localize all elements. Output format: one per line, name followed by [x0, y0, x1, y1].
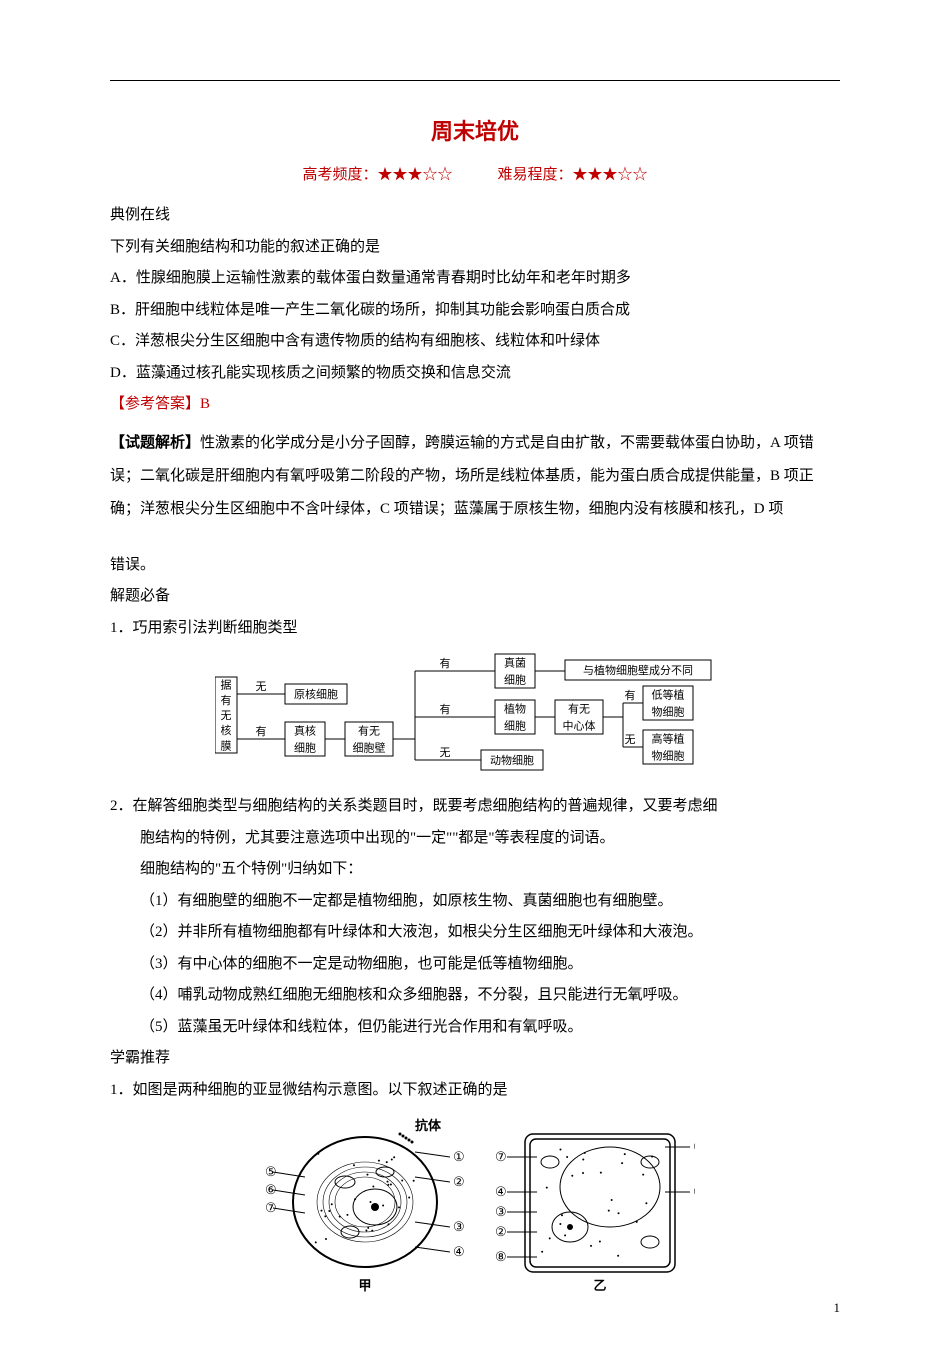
svg-text:④: ④	[495, 1184, 507, 1199]
svg-text:无: 无	[440, 747, 451, 759]
rec-header: 学霸推荐	[110, 1044, 840, 1073]
rating-spacer	[452, 167, 497, 183]
diff-stars-filled: ★★★	[573, 167, 618, 183]
svg-text:真菌: 真菌	[504, 656, 526, 670]
svg-text:细胞壁: 细胞壁	[353, 741, 386, 755]
svg-text:⑩: ⑩	[693, 1139, 695, 1154]
svg-text:无: 无	[221, 710, 232, 722]
svg-text:物细胞: 物细胞	[652, 705, 685, 719]
svg-text:动物细胞: 动物细胞	[490, 753, 534, 767]
svg-text:③: ③	[453, 1219, 465, 1234]
answer-label: 【参考答案】	[110, 396, 200, 412]
svg-text:原核细胞: 原核细胞	[294, 687, 338, 701]
answer-value: B	[200, 396, 210, 412]
option-c: C．洋葱根尖分生区细胞中含有遗传物质的结构有细胞核、线粒体和叶绿体	[110, 327, 840, 356]
tip2-title-cont: 胞结构的特例，尤其要注意选项中出现的"一定""都是"等表程度的词语。	[110, 824, 840, 853]
five-examples-title: 细胞结构的"五个特例"归纳如下：	[110, 855, 840, 884]
svg-text:②: ②	[453, 1174, 465, 1189]
svg-text:细胞: 细胞	[504, 720, 526, 733]
rating-line: 高考频度：★★★☆☆ 难易程度：★★★☆☆	[110, 161, 840, 190]
example-header: 典例在线	[110, 201, 840, 230]
cell-type-flowchart: 据有无核膜原核细胞真核细胞有无细胞壁真菌细胞植物细胞动物细胞有无中心体与植物细胞…	[215, 652, 735, 782]
svg-text:有: 有	[440, 656, 451, 670]
svg-text:据: 据	[221, 678, 232, 692]
question-stem: 下列有关细胞结构和功能的叙述正确的是	[110, 233, 840, 262]
diff-stars-empty: ☆☆	[618, 167, 648, 183]
svg-text:乙: 乙	[593, 1278, 606, 1293]
analysis-tail: 错误。	[110, 551, 840, 580]
svg-text:①: ①	[453, 1149, 465, 1164]
svg-text:真核: 真核	[294, 724, 316, 738]
svg-text:细胞: 细胞	[294, 742, 316, 755]
svg-text:抗体: 抗体	[415, 1118, 442, 1133]
cell-diagram: 抗体 ⑤ ⑥ ⑦ ① ② ③ ④ 甲 ⑦ ④ ③ ② ⑧ ⑩ ⑨ 乙	[255, 1112, 695, 1302]
horizontal-rule	[110, 80, 840, 81]
svg-text:有: 有	[221, 693, 232, 707]
svg-text:⑤: ⑤	[265, 1164, 277, 1179]
five-example-5: （5）蓝藻虽无叶绿体和线粒体，但仍能进行光合作用和有氧呼吸。	[140, 1013, 840, 1042]
five-examples-list: （1）有细胞壁的细胞不一定都是植物细胞，如原核生物、真菌细胞也有细胞壁。 （2）…	[110, 887, 840, 1042]
five-example-1: （1）有细胞壁的细胞不一定都是植物细胞，如原核生物、真菌细胞也有细胞壁。	[140, 887, 840, 916]
option-a: A．性腺细胞膜上运输性激素的载体蛋白数量通常青春期时比幼年和老年时期多	[110, 264, 840, 293]
answer-line: 【参考答案】B	[110, 390, 840, 419]
option-b: B．肝细胞中线粒体是唯一产生二氧化碳的场所，抑制其功能会影响蛋白质合成	[110, 296, 840, 325]
analysis-label: 【试题解析】	[110, 435, 200, 451]
svg-text:细胞: 细胞	[504, 674, 526, 687]
svg-text:②: ②	[495, 1224, 507, 1239]
five-example-3: （3）有中心体的细胞不一定是动物细胞，也可能是低等植物细胞。	[140, 950, 840, 979]
freq-stars-empty: ☆☆	[422, 167, 452, 183]
svg-text:核: 核	[221, 723, 232, 737]
svg-text:有: 有	[256, 724, 267, 738]
svg-text:有无: 有无	[358, 724, 380, 738]
analysis-text: 性激素的化学成分是小分子固醇，跨膜运输的方式是自由扩散，不需要载体蛋白协助，A …	[110, 435, 814, 517]
svg-text:有无: 有无	[568, 702, 590, 716]
analysis-block: 【试题解析】性激素的化学成分是小分子固醇，跨膜运输的方式是自由扩散，不需要载体蛋…	[110, 427, 840, 526]
svg-text:⑦: ⑦	[495, 1149, 507, 1164]
freq-label: 高考频度：	[302, 167, 377, 183]
page-number: 1	[834, 1296, 841, 1321]
rec-q1: 1．如图是两种细胞的亚显微结构示意图。以下叙述正确的是	[110, 1076, 840, 1105]
freq-stars-filled: ★★★	[377, 167, 422, 183]
svg-text:甲: 甲	[358, 1278, 371, 1293]
tip1-title: 1．巧用索引法判断细胞类型	[110, 614, 840, 643]
svg-text:⑨: ⑨	[693, 1184, 695, 1199]
tip2-title: 2．在解答细胞类型与细胞结构的关系类题目时，既要考虑细胞结构的普遍规律，又要考虑…	[110, 792, 840, 821]
svg-text:中心体: 中心体	[563, 719, 596, 733]
svg-text:植物: 植物	[504, 702, 526, 716]
svg-text:有: 有	[440, 702, 451, 716]
svg-text:高等植: 高等植	[652, 732, 685, 746]
svg-text:膜: 膜	[221, 740, 232, 753]
five-example-2: （2）并非所有植物细胞都有叶绿体和大液泡，如根尖分生区细胞无叶绿体和大液泡。	[140, 918, 840, 947]
svg-text:低等植: 低等植	[652, 688, 685, 702]
svg-text:无: 无	[256, 681, 267, 693]
svg-text:与植物细胞壁成分不同: 与植物细胞壁成分不同	[583, 663, 693, 677]
five-example-4: （4）哺乳动物成熟红细胞无细胞核和众多细胞器，不分裂，且只能进行无氧呼吸。	[140, 981, 840, 1010]
page-title: 周末培优	[110, 111, 840, 153]
svg-text:物细胞: 物细胞	[652, 749, 685, 763]
option-d: D．蓝藻通过核孔能实现核质之间频繁的物质交换和信息交流	[110, 359, 840, 388]
diff-label: 难易程度：	[498, 167, 573, 183]
svg-text:⑦: ⑦	[265, 1200, 277, 1215]
svg-text:有: 有	[625, 688, 636, 702]
svg-text:④: ④	[453, 1244, 465, 1259]
svg-text:无: 无	[625, 734, 636, 746]
svg-text:③: ③	[495, 1204, 507, 1219]
tips-header: 解题必备	[110, 582, 840, 611]
svg-text:⑥: ⑥	[265, 1182, 277, 1197]
svg-text:⑧: ⑧	[495, 1249, 507, 1264]
